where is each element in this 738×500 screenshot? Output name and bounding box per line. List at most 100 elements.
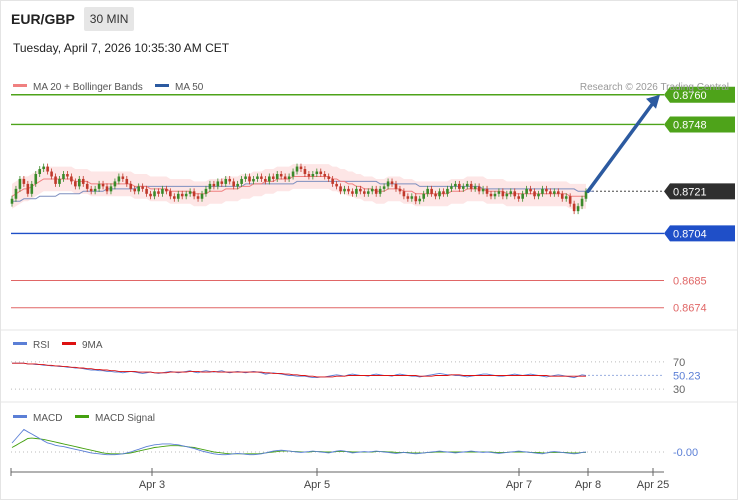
rsi-ma-line xyxy=(12,362,586,378)
candle-body xyxy=(473,186,477,189)
time-axis-label-3: Apr 8 xyxy=(575,479,601,491)
candle-body xyxy=(501,191,505,197)
candle-body xyxy=(165,188,168,192)
candle-body xyxy=(145,188,148,194)
candle-body xyxy=(58,178,61,184)
candle-body xyxy=(89,188,93,192)
level-label-pivot-3: 0.8704 xyxy=(673,228,707,240)
candle-body xyxy=(481,188,485,192)
candle-body xyxy=(50,171,53,177)
bollinger-band xyxy=(12,164,586,209)
legend-label-rsi: RSI xyxy=(33,340,50,351)
candle-body xyxy=(299,166,303,170)
candle-body xyxy=(509,191,513,194)
candle-body xyxy=(553,191,556,194)
level-label-current-2: 0.8721 xyxy=(673,186,707,198)
candle-body xyxy=(386,181,390,187)
candle-body xyxy=(339,186,342,192)
candle-body xyxy=(410,196,414,199)
candle-body xyxy=(97,183,101,189)
candle-body xyxy=(584,191,588,199)
timestamp: Tuesday, April 7, 2026 10:35:30 AM CET xyxy=(13,41,230,55)
candle-body xyxy=(458,183,461,189)
candle-body xyxy=(461,186,465,189)
candle-body xyxy=(161,188,164,194)
candle-body xyxy=(442,191,445,194)
candle-body xyxy=(568,196,572,204)
candle-body xyxy=(295,166,299,172)
candle-body xyxy=(85,183,89,189)
candle-body xyxy=(580,198,584,207)
legend-swatch-macd xyxy=(13,415,27,418)
candle-body xyxy=(576,206,580,212)
level-tag-pivot-3 xyxy=(664,225,735,242)
candle-body xyxy=(374,188,378,194)
candle-body xyxy=(192,191,196,197)
candle-body xyxy=(196,196,200,199)
candle-body xyxy=(319,171,323,174)
candle-body xyxy=(525,188,528,194)
candle-body xyxy=(418,198,422,202)
candle-body xyxy=(359,188,362,192)
rsi-level-label-0: 70 xyxy=(673,357,685,369)
candle-body xyxy=(121,176,125,179)
candle-body xyxy=(260,176,263,179)
candle-body xyxy=(240,178,243,184)
candle-body xyxy=(109,186,113,192)
candle-body xyxy=(303,169,307,174)
candle-body xyxy=(26,183,30,194)
candle-body xyxy=(149,193,152,197)
candle-body xyxy=(224,178,228,184)
candle-body xyxy=(485,188,489,194)
candle-body xyxy=(343,188,346,192)
forecast-arrow-shaft xyxy=(586,100,656,194)
candle-body xyxy=(335,183,338,187)
candle-body xyxy=(74,181,77,187)
candle-body xyxy=(204,188,208,194)
candle-body xyxy=(422,193,425,199)
candle-body xyxy=(398,188,402,192)
candle-body xyxy=(271,176,275,179)
candle-body xyxy=(517,196,521,199)
candle-body xyxy=(18,178,22,189)
candle-body xyxy=(236,183,239,187)
candle-body xyxy=(327,176,330,179)
candle-body xyxy=(10,198,14,204)
candle-body xyxy=(454,183,457,187)
rsi-line xyxy=(12,362,587,379)
legend-label-macd-signal: MACD Signal xyxy=(95,413,155,424)
credit-text: Research © 2026 Trading Central xyxy=(580,82,729,93)
legend-swatch-rsi xyxy=(13,342,27,345)
level-label-resistance-0: 0.8760 xyxy=(673,90,707,102)
candle-body xyxy=(220,181,224,184)
candle-body xyxy=(62,174,65,179)
time-axis-label-4: Apr 25 xyxy=(637,479,669,491)
candle-body xyxy=(378,188,382,194)
candle-body xyxy=(117,176,121,182)
candle-body xyxy=(434,193,437,197)
candle-body xyxy=(355,188,358,194)
candle-body xyxy=(283,176,287,179)
macd-line xyxy=(11,428,587,456)
candle-body xyxy=(137,186,140,192)
candle-body xyxy=(212,183,216,187)
candle-body xyxy=(477,186,481,192)
candle-body xyxy=(529,188,532,192)
level-label-resistance-1: 0.8748 xyxy=(673,119,707,131)
level-tag-current-2 xyxy=(664,183,735,200)
candle-body xyxy=(176,193,180,199)
candles-group xyxy=(10,163,588,215)
candle-body xyxy=(390,181,394,184)
candle-body xyxy=(331,178,334,184)
candle-body xyxy=(366,191,370,194)
candle-body xyxy=(382,186,386,189)
candle-body xyxy=(184,193,188,197)
candle-body xyxy=(521,193,524,199)
candle-body xyxy=(46,166,49,172)
candle-body xyxy=(347,188,350,192)
candle-body xyxy=(560,193,564,199)
candle-body xyxy=(34,174,38,184)
legend-label-ma20: MA 20 + Bollinger Bands xyxy=(33,82,143,93)
candle-body xyxy=(287,176,291,179)
timeframe-badge[interactable]: 30 MIN xyxy=(83,7,135,31)
